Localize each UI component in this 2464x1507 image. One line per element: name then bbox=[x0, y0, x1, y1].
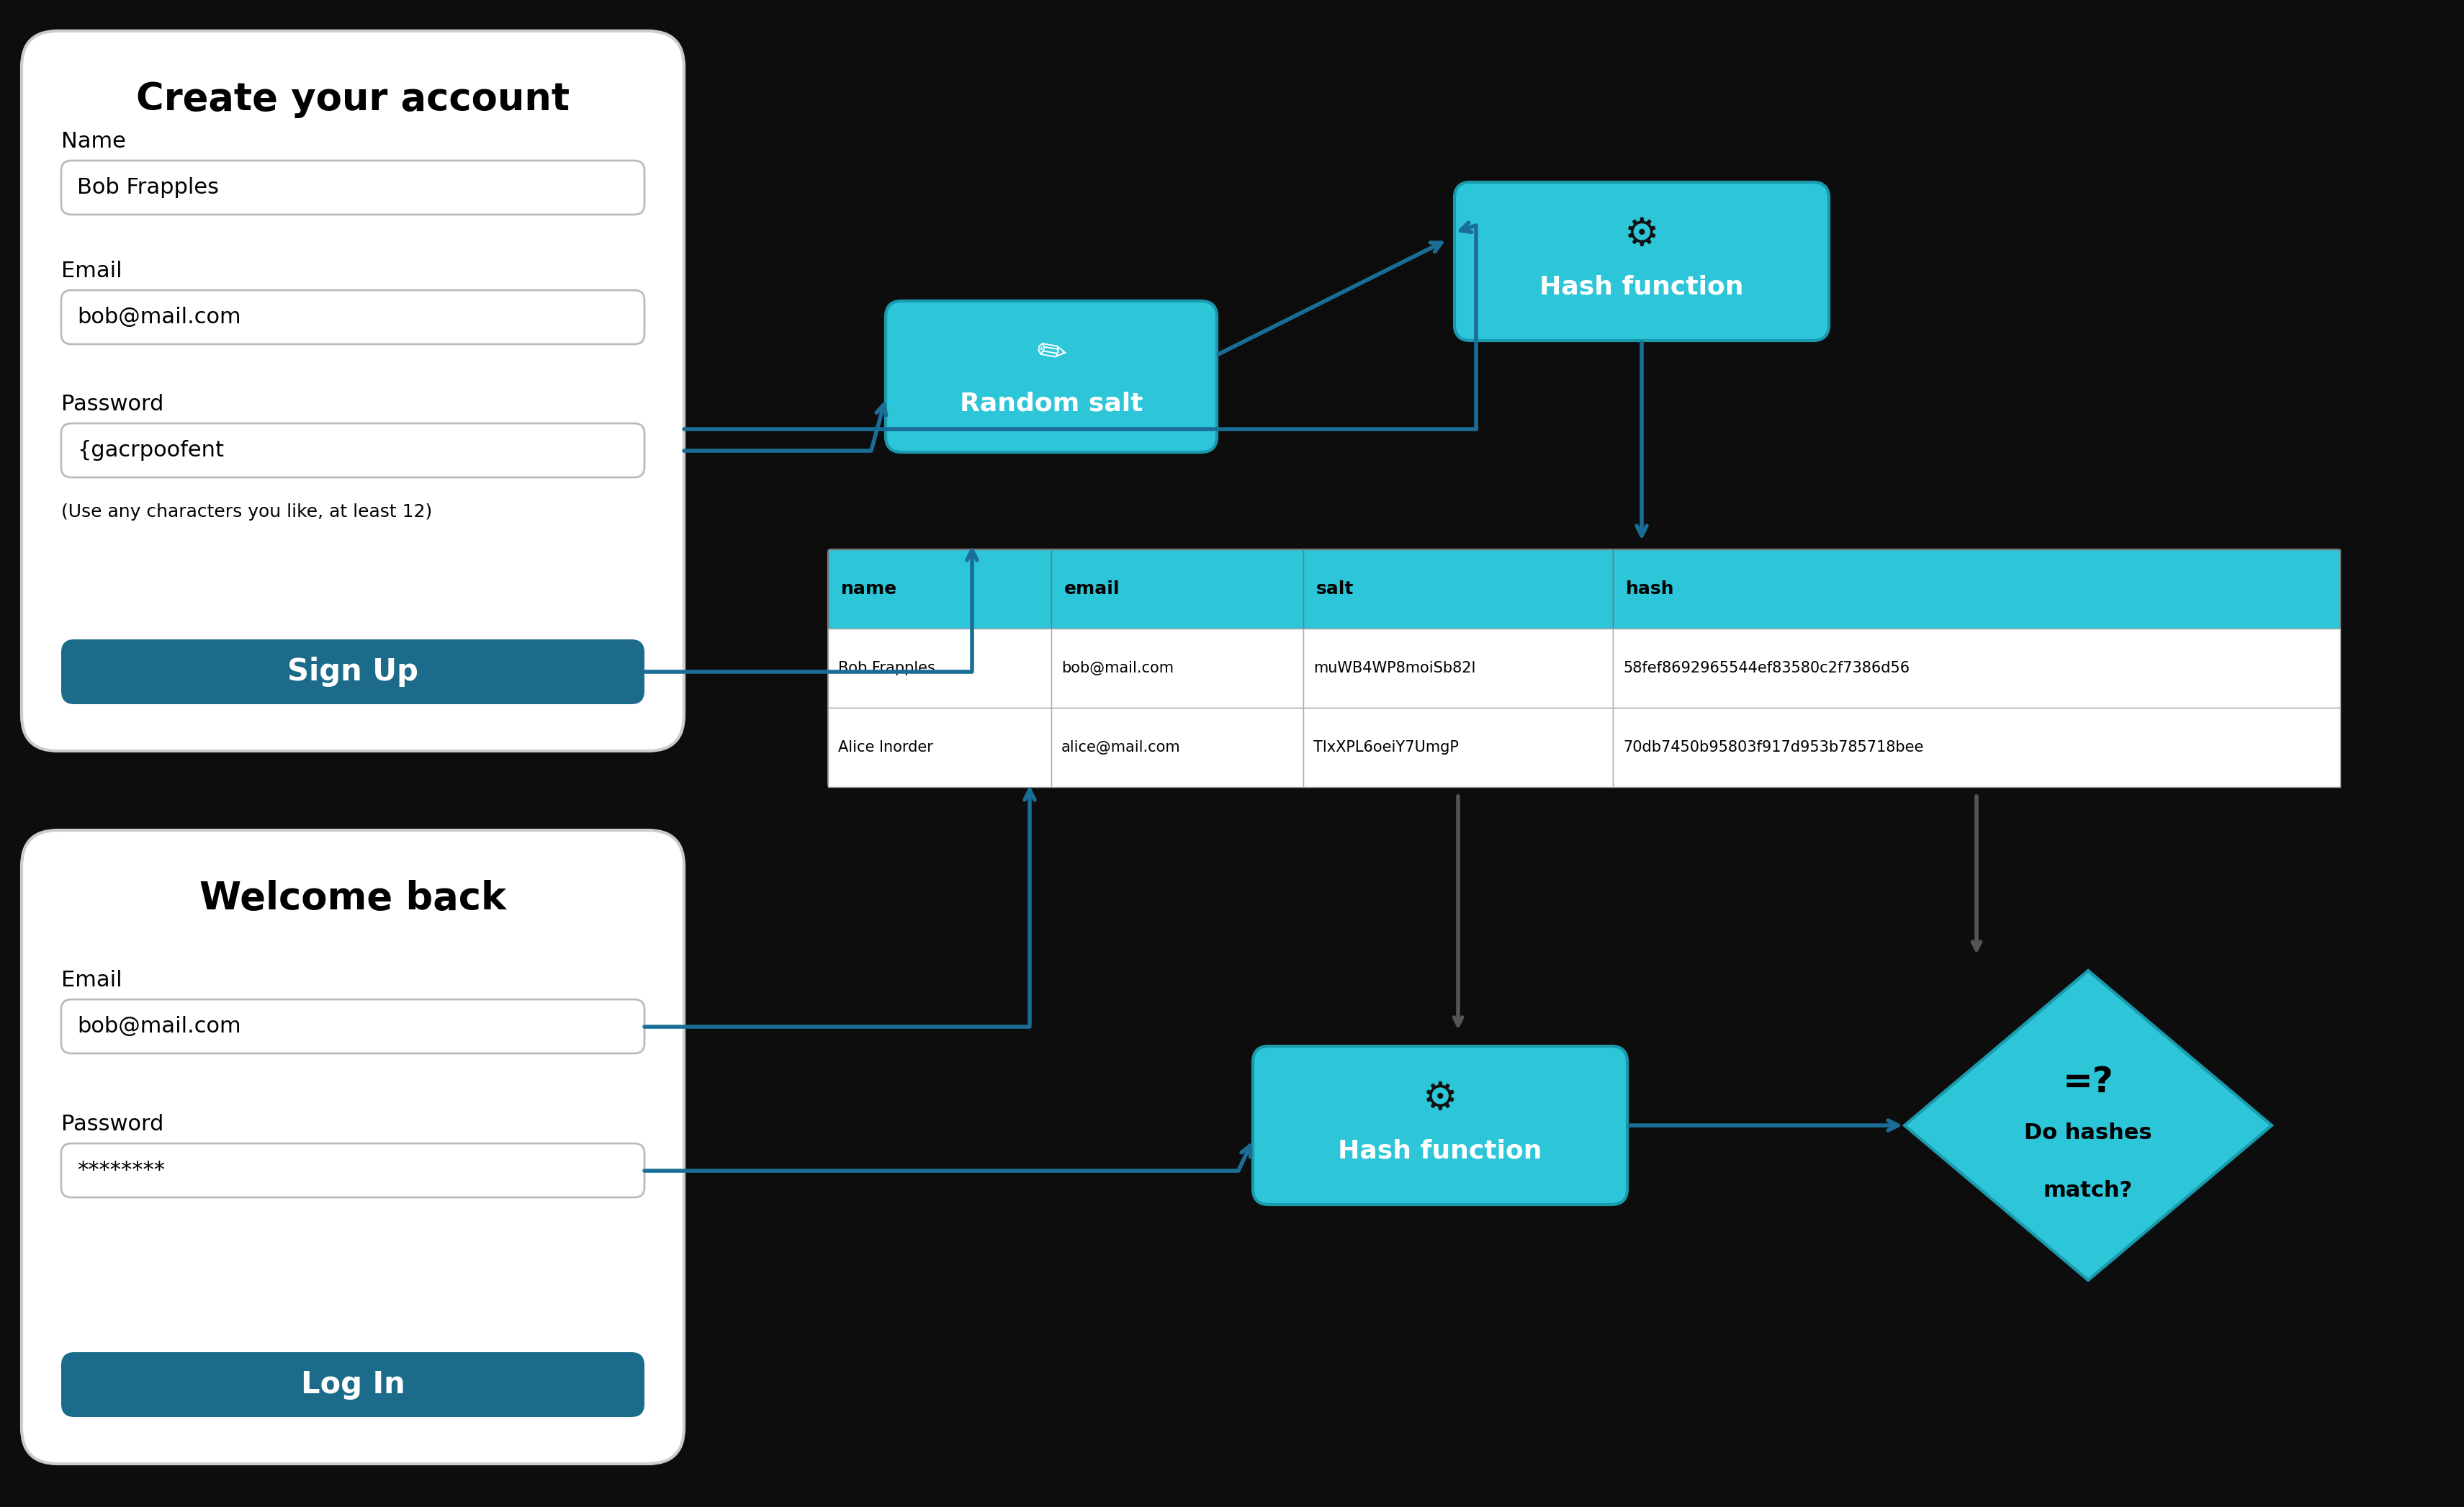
Text: =?: =? bbox=[2062, 1065, 2114, 1099]
Text: Sign Up: Sign Up bbox=[288, 657, 419, 687]
Text: TlxXPL6oeiY7UmgP: TlxXPL6oeiY7UmgP bbox=[1313, 740, 1459, 755]
Text: match?: match? bbox=[2043, 1180, 2134, 1201]
FancyBboxPatch shape bbox=[62, 291, 646, 344]
FancyBboxPatch shape bbox=[885, 301, 1217, 452]
FancyBboxPatch shape bbox=[1052, 628, 1303, 708]
FancyBboxPatch shape bbox=[828, 550, 2341, 787]
FancyBboxPatch shape bbox=[1052, 708, 1303, 787]
FancyBboxPatch shape bbox=[828, 550, 1052, 628]
Text: Password: Password bbox=[62, 393, 163, 414]
FancyBboxPatch shape bbox=[1252, 1046, 1626, 1204]
Text: Name: Name bbox=[62, 131, 126, 152]
FancyBboxPatch shape bbox=[62, 1144, 646, 1198]
FancyBboxPatch shape bbox=[62, 1352, 646, 1417]
FancyBboxPatch shape bbox=[1614, 550, 2341, 628]
Text: ⚙: ⚙ bbox=[1624, 216, 1658, 253]
FancyBboxPatch shape bbox=[1052, 550, 1303, 628]
Text: {gacrpoofent: {gacrpoofent bbox=[76, 440, 224, 461]
FancyBboxPatch shape bbox=[1303, 708, 1614, 787]
Text: Do hashes: Do hashes bbox=[2025, 1123, 2151, 1144]
FancyBboxPatch shape bbox=[1614, 628, 2341, 708]
FancyBboxPatch shape bbox=[62, 999, 646, 1053]
FancyBboxPatch shape bbox=[62, 161, 646, 214]
Polygon shape bbox=[1905, 971, 2272, 1279]
Text: Log In: Log In bbox=[301, 1370, 404, 1400]
FancyBboxPatch shape bbox=[62, 639, 646, 704]
Text: Email: Email bbox=[62, 971, 123, 990]
Text: name: name bbox=[840, 580, 897, 598]
Text: alice@mail.com: alice@mail.com bbox=[1062, 740, 1180, 755]
FancyBboxPatch shape bbox=[22, 32, 685, 750]
FancyBboxPatch shape bbox=[1303, 628, 1614, 708]
Text: 58fef8692965544ef83580c2f7386d56: 58fef8692965544ef83580c2f7386d56 bbox=[1624, 662, 1910, 675]
Text: Bob Frapples: Bob Frapples bbox=[76, 178, 219, 197]
Text: Create your account: Create your account bbox=[136, 81, 569, 118]
Text: Hash function: Hash function bbox=[1338, 1138, 1542, 1163]
FancyBboxPatch shape bbox=[828, 628, 1052, 708]
Text: ********: ******** bbox=[76, 1160, 165, 1181]
Text: Password: Password bbox=[62, 1114, 163, 1135]
Text: bob@mail.com: bob@mail.com bbox=[76, 307, 241, 327]
FancyBboxPatch shape bbox=[1303, 550, 1614, 628]
Text: Random salt: Random salt bbox=[958, 392, 1143, 416]
Text: bob@mail.com: bob@mail.com bbox=[1062, 662, 1173, 675]
FancyBboxPatch shape bbox=[1454, 182, 1828, 341]
Text: Hash function: Hash function bbox=[1540, 274, 1745, 298]
Text: (Use any characters you like, at least 12): (Use any characters you like, at least 1… bbox=[62, 503, 431, 520]
Text: bob@mail.com: bob@mail.com bbox=[76, 1016, 241, 1037]
Text: Alice Inorder: Alice Inorder bbox=[838, 740, 934, 755]
Text: salt: salt bbox=[1316, 580, 1353, 598]
FancyBboxPatch shape bbox=[828, 708, 1052, 787]
Text: muWB4WP8moiSb82l: muWB4WP8moiSb82l bbox=[1313, 662, 1476, 675]
Text: Welcome back: Welcome back bbox=[200, 880, 505, 918]
Text: 70db7450b95803f917d953b785718bee: 70db7450b95803f917d953b785718bee bbox=[1624, 740, 1924, 755]
Text: email: email bbox=[1064, 580, 1121, 598]
Text: hash: hash bbox=[1626, 580, 1676, 598]
FancyBboxPatch shape bbox=[1614, 708, 2341, 787]
Text: Email: Email bbox=[62, 261, 123, 282]
Text: ✏: ✏ bbox=[1032, 333, 1069, 374]
Text: Bob Frapples: Bob Frapples bbox=[838, 662, 936, 675]
FancyBboxPatch shape bbox=[62, 423, 646, 478]
Text: ⚙: ⚙ bbox=[1422, 1079, 1459, 1117]
FancyBboxPatch shape bbox=[22, 830, 685, 1463]
